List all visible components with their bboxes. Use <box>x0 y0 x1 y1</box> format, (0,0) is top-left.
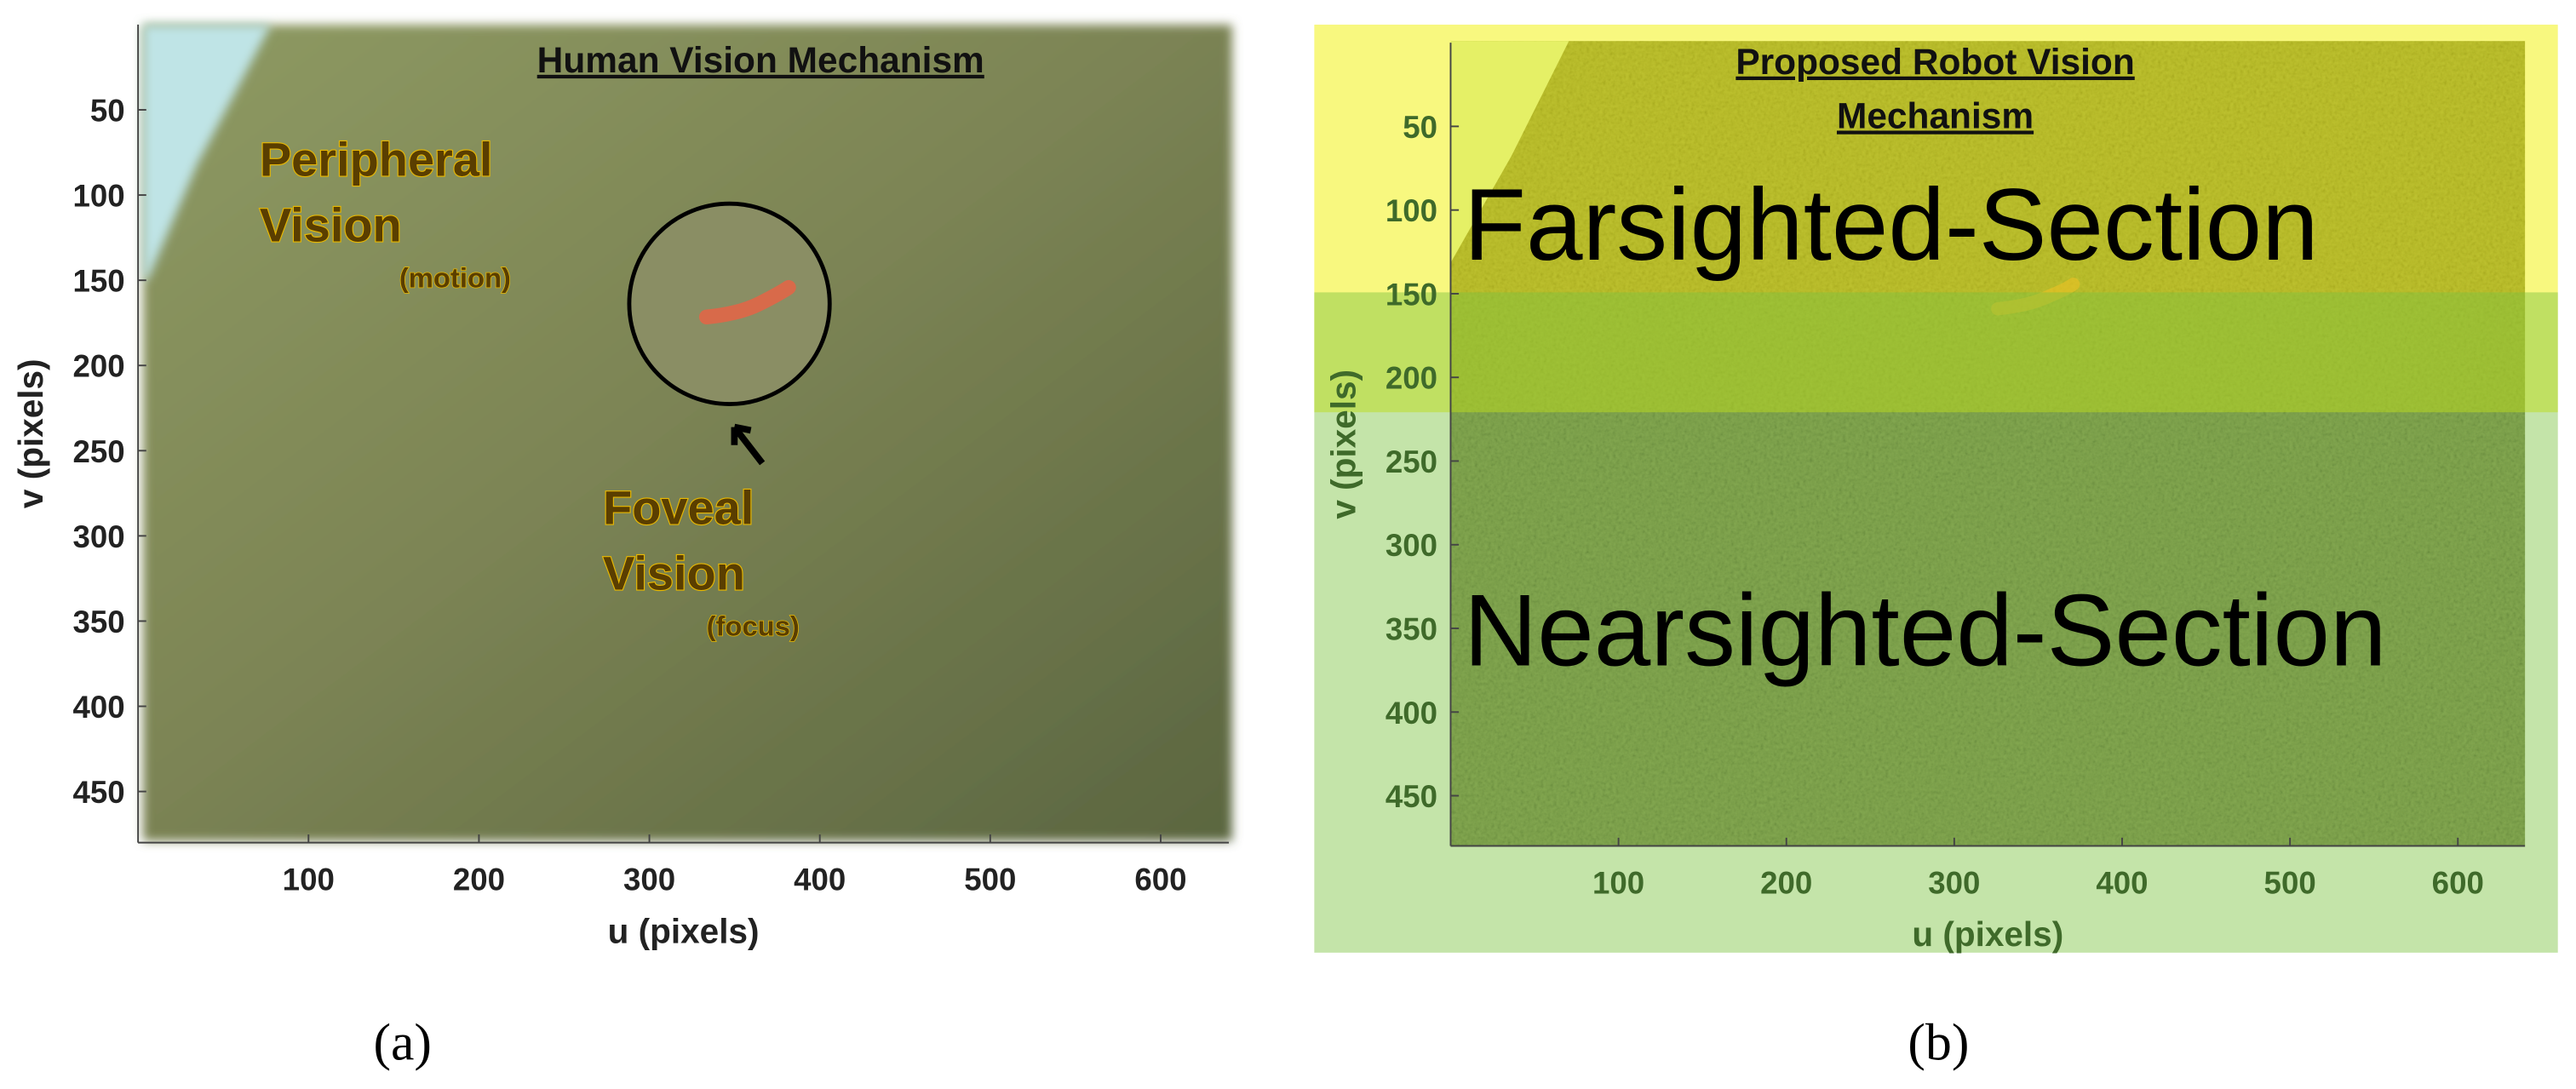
x-tick-label: 100 <box>1592 865 1644 900</box>
annotation: Foveal <box>603 480 754 534</box>
y-tick-label: 200 <box>1386 361 1437 396</box>
panel-b: 100 200 300 400 500 600 50 100 150 200 250 300 350 40… <box>1324 42 2526 1071</box>
y-tick-label: 300 <box>1386 528 1437 563</box>
x-tick-label: 100 <box>283 863 335 897</box>
annotation: Vision <box>603 547 745 600</box>
y-tick-label: 300 <box>73 519 125 554</box>
y-tick-label: 250 <box>73 434 125 469</box>
x-axis-label: u (pixels) <box>608 911 760 950</box>
annotation: Vision <box>260 198 402 252</box>
x-tick-label: 200 <box>1760 865 1812 900</box>
section-label: Nearsighted-Section <box>1464 574 2387 687</box>
y-tick-label: 100 <box>1386 193 1437 228</box>
x-tick-label: 600 <box>2432 865 2484 900</box>
y-tick-label: 450 <box>1386 779 1437 814</box>
panel-title: Human Vision Mechanism <box>537 40 984 80</box>
x-tick-label: 600 <box>1134 863 1186 897</box>
x-tick-label: 500 <box>2264 865 2316 900</box>
panel-title: Mechanism <box>1837 95 2034 135</box>
y-tick-label: 150 <box>73 264 125 299</box>
annotation-note: (motion) <box>399 262 511 294</box>
x-axis-label: u (pixels) <box>1912 914 2063 954</box>
y-axis-label: v (pixels) <box>1324 370 1363 519</box>
y-tick-label: 450 <box>73 775 125 810</box>
x-tick-label: 500 <box>964 863 1016 897</box>
panel-title: Proposed Robot Vision <box>1736 42 2134 82</box>
x-tick-label: 300 <box>623 863 675 897</box>
x-tick-label: 300 <box>1928 865 1980 900</box>
section-label: Farsighted-Section <box>1464 169 2319 282</box>
x-tick-label: 400 <box>794 863 846 897</box>
y-tick-label: 400 <box>1386 696 1437 731</box>
image-a <box>142 24 1232 841</box>
y-tick-label: 50 <box>90 94 125 129</box>
x-tick-label: 400 <box>2096 865 2148 900</box>
y-tick-label: 350 <box>1386 612 1437 647</box>
annotation: Peripheral <box>260 132 493 186</box>
panel-caption: (a) <box>373 1013 432 1071</box>
y-tick-label: 100 <box>73 179 125 214</box>
y-tick-label: 350 <box>73 605 125 639</box>
y-tick-label: 50 <box>1403 110 1437 145</box>
y-axis-label: v (pixels) <box>11 358 50 508</box>
panel-a: 100 200 300 400 500 600 50 100 150 200 250 300 350 40… <box>11 24 1230 1071</box>
y-tick-label: 200 <box>73 349 125 384</box>
panel-caption: (b) <box>1908 1013 1969 1071</box>
image-b <box>1314 24 2558 953</box>
y-tick-label: 150 <box>1386 277 1437 312</box>
y-tick-label: 400 <box>73 690 125 725</box>
annotation-note: (focus) <box>707 610 800 642</box>
y-tick-label: 250 <box>1386 444 1437 479</box>
x-tick-label: 200 <box>453 863 505 897</box>
